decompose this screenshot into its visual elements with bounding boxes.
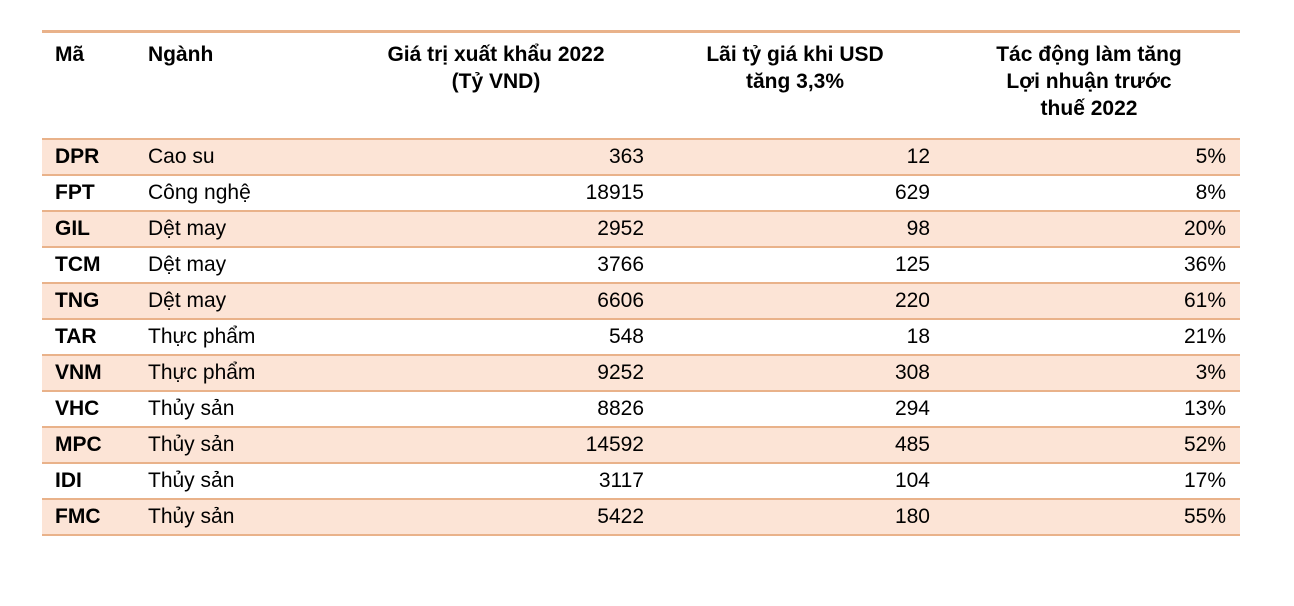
table-row: VHC Thủy sản 8826 294 13% xyxy=(42,390,1240,428)
cell-export-value: 9252 xyxy=(340,354,652,392)
cell-industry: Thủy sản xyxy=(137,498,340,536)
cell-profit-impact: 52% xyxy=(938,426,1240,464)
table-row: IDI Thủy sản 3117 104 17% xyxy=(42,462,1240,500)
cell-fx-gain: 12 xyxy=(652,138,938,176)
cell-industry: Thủy sản xyxy=(137,426,340,464)
cell-industry: Dệt may xyxy=(137,246,340,284)
cell-ticker: MPC xyxy=(42,426,137,464)
cell-export-value: 363 xyxy=(340,138,652,176)
table-row: FMC Thủy sản 5422 180 55% xyxy=(42,498,1240,536)
cell-profit-impact: 55% xyxy=(938,498,1240,536)
cell-profit-impact: 36% xyxy=(938,246,1240,284)
cell-export-value: 548 xyxy=(340,318,652,356)
cell-industry: Dệt may xyxy=(137,210,340,248)
table-header: Mã Ngành Giá trị xuất khẩu 2022 (Tỷ VND)… xyxy=(42,31,1240,140)
cell-industry: Thực phẩm xyxy=(137,354,340,392)
cell-fx-gain: 18 xyxy=(652,318,938,356)
cell-profit-impact: 3% xyxy=(938,354,1240,392)
cell-export-value: 3766 xyxy=(340,246,652,284)
cell-industry: Thủy sản xyxy=(137,390,340,428)
cell-ticker: FMC xyxy=(42,498,137,536)
cell-ticker: TCM xyxy=(42,246,137,284)
cell-ticker: IDI xyxy=(42,462,137,500)
header-industry: Ngành xyxy=(137,31,340,140)
cell-fx-gain: 485 xyxy=(652,426,938,464)
table-row: GIL Dệt may 2952 98 20% xyxy=(42,210,1240,248)
table-row: VNM Thực phẩm 9252 308 3% xyxy=(42,354,1240,392)
cell-fx-gain: 125 xyxy=(652,246,938,284)
cell-export-value: 3117 xyxy=(340,462,652,500)
table-row: DPR Cao su 363 12 5% xyxy=(42,138,1240,176)
cell-ticker: FPT xyxy=(42,174,137,212)
cell-fx-gain: 629 xyxy=(652,174,938,212)
cell-ticker: TAR xyxy=(42,318,137,356)
cell-ticker: DPR xyxy=(42,138,137,176)
table-row: TAR Thực phẩm 548 18 21% xyxy=(42,318,1240,356)
table-row: FPT Công nghệ 18915 629 8% xyxy=(42,174,1240,212)
header-ticker: Mã xyxy=(42,31,137,140)
table-row: MPC Thủy sản 14592 485 52% xyxy=(42,426,1240,464)
cell-industry: Cao su xyxy=(137,138,340,176)
export-fx-impact-table: Mã Ngành Giá trị xuất khẩu 2022 (Tỷ VND)… xyxy=(42,30,1240,536)
cell-ticker: VNM xyxy=(42,354,137,392)
table-row: TCM Dệt may 3766 125 36% xyxy=(42,246,1240,284)
header-fx-gain: Lãi tỷ giá khi USD tăng 3,3% xyxy=(652,31,938,140)
cell-export-value: 5422 xyxy=(340,498,652,536)
cell-ticker: TNG xyxy=(42,282,137,320)
cell-profit-impact: 17% xyxy=(938,462,1240,500)
cell-profit-impact: 61% xyxy=(938,282,1240,320)
cell-fx-gain: 220 xyxy=(652,282,938,320)
cell-profit-impact: 21% xyxy=(938,318,1240,356)
cell-fx-gain: 294 xyxy=(652,390,938,428)
cell-industry: Thực phẩm xyxy=(137,318,340,356)
table-body: DPR Cao su 363 12 5% FPT Công nghệ 18915… xyxy=(42,138,1240,536)
cell-fx-gain: 98 xyxy=(652,210,938,248)
cell-profit-impact: 5% xyxy=(938,138,1240,176)
cell-industry: Công nghệ xyxy=(137,174,340,212)
cell-ticker: VHC xyxy=(42,390,137,428)
cell-fx-gain: 308 xyxy=(652,354,938,392)
cell-export-value: 8826 xyxy=(340,390,652,428)
cell-profit-impact: 8% xyxy=(938,174,1240,212)
cell-fx-gain: 104 xyxy=(652,462,938,500)
cell-industry: Thủy sản xyxy=(137,462,340,500)
cell-profit-impact: 20% xyxy=(938,210,1240,248)
cell-export-value: 14592 xyxy=(340,426,652,464)
table-row: TNG Dệt may 6606 220 61% xyxy=(42,282,1240,320)
cell-profit-impact: 13% xyxy=(938,390,1240,428)
cell-ticker: GIL xyxy=(42,210,137,248)
cell-industry: Dệt may xyxy=(137,282,340,320)
cell-export-value: 2952 xyxy=(340,210,652,248)
cell-export-value: 18915 xyxy=(340,174,652,212)
header-profit-impact: Tác động làm tăng Lợi nhuận trước thuế 2… xyxy=(938,31,1240,140)
header-row: Mã Ngành Giá trị xuất khẩu 2022 (Tỷ VND)… xyxy=(42,31,1240,140)
header-export-value: Giá trị xuất khẩu 2022 (Tỷ VND) xyxy=(340,31,652,140)
cell-fx-gain: 180 xyxy=(652,498,938,536)
cell-export-value: 6606 xyxy=(340,282,652,320)
